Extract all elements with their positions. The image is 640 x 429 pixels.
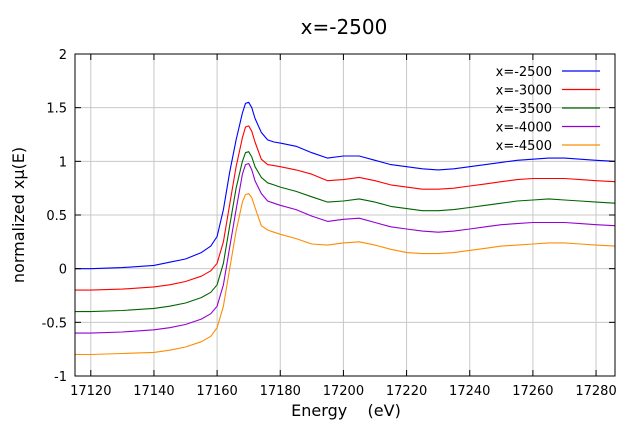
x-tick-label: 17220 xyxy=(386,384,427,399)
x-tick-label: 17140 xyxy=(133,384,174,399)
x-tick-label: 17240 xyxy=(449,384,490,399)
series-line-4 xyxy=(75,192,616,356)
y-tick-label: 2 xyxy=(59,48,67,63)
x-tick-label: 17160 xyxy=(196,384,237,399)
x-tick-label: 17180 xyxy=(260,384,301,399)
x-tick-label: 17280 xyxy=(575,384,616,399)
series-line-1 xyxy=(75,125,616,291)
legend-label: x=-2500 xyxy=(496,65,552,80)
legend-label: x=-3500 xyxy=(496,102,552,117)
x-tick-label: 17260 xyxy=(512,384,553,399)
legend-label: x=-4000 xyxy=(496,121,552,136)
x-tick-label: 17200 xyxy=(323,384,364,399)
legend-label: x=-3000 xyxy=(496,84,552,99)
legend-label: x=-4500 xyxy=(496,139,552,154)
series-line-0 xyxy=(75,101,616,270)
y-tick-label: 1.5 xyxy=(46,102,67,117)
y-tick-label: -0.5 xyxy=(42,316,67,331)
y-tick-label: -1 xyxy=(54,370,67,385)
legend: x=-2500 x=-3000 x=-3500 x=-4000 x=-4500 xyxy=(496,65,600,154)
x-tick-label: 17120 xyxy=(70,384,111,399)
y-tick-label: 0.5 xyxy=(46,209,67,224)
series-lines xyxy=(75,101,616,356)
series-line-3 xyxy=(75,162,616,334)
chart-title: x=-2500 xyxy=(301,15,388,39)
y-axis-label: normalized xμ(E) xyxy=(9,147,28,283)
y-tick-label: 1 xyxy=(59,155,67,170)
x-axis-label: Energy (eV) xyxy=(291,401,401,420)
y-axis-ticks: -1 -0.5 0 0.5 1 1.5 2 xyxy=(42,48,615,385)
y-tick-label: 0 xyxy=(59,263,67,278)
series-line-2 xyxy=(75,151,616,313)
x-axis-ticks: 17120 17140 17160 17180 17200 17220 17240 17260… xyxy=(70,54,617,399)
